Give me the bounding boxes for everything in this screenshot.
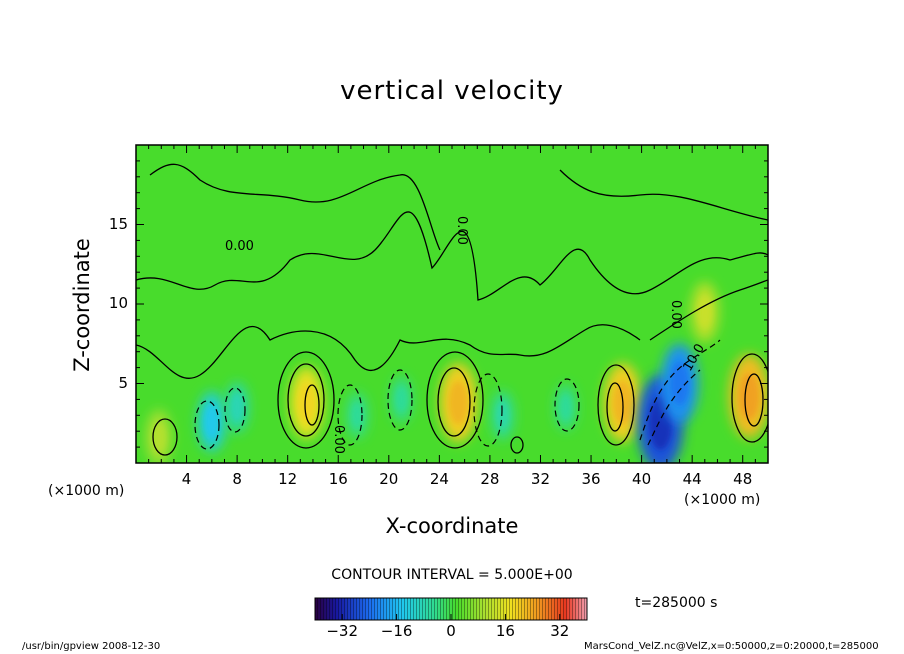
blob-core: [739, 373, 760, 420]
blob-core: [352, 403, 363, 428]
footer-right: MarsCond_VelZ.nc@VelZ,x=0:50000,z=0:2000…: [584, 641, 879, 652]
contour-label: 0.00: [331, 425, 346, 454]
x-tick-label: 4: [181, 470, 192, 488]
x-tick-label: 44: [682, 470, 702, 488]
blob-core: [298, 383, 316, 423]
x-tick-label: 8: [232, 470, 242, 488]
blob-core: [448, 380, 468, 425]
contour-lines: [136, 163, 768, 456]
contour-label: 0.00: [668, 300, 683, 329]
blob-core: [697, 295, 712, 328]
x-tick-label: 48: [733, 470, 753, 488]
negative-contours: [194, 339, 721, 450]
blob-core: [396, 387, 407, 412]
x-tick-label: 16: [328, 470, 348, 488]
blob-core: [204, 405, 219, 438]
contour-label: 0.00: [454, 216, 469, 245]
blob-core: [152, 422, 166, 453]
colorbar-tick-label: 16: [495, 622, 515, 640]
chart-title: vertical velocity: [340, 76, 564, 106]
x-tick-label: 20: [379, 470, 399, 488]
blob-core: [560, 395, 571, 420]
x-tick-label: 32: [530, 470, 551, 488]
x-tick-label: 12: [278, 470, 298, 488]
colorbar-tick-label: 32: [550, 622, 570, 640]
footer-left: /usr/bin/gpview 2008-12-30: [22, 641, 161, 652]
contour-label: 0.00: [225, 239, 254, 254]
y-axis-label: Z-coordinate: [70, 238, 94, 372]
contour-interval: CONTOUR INTERVAL = 5.000E+00: [331, 567, 573, 583]
time-label: t=285000 s: [635, 595, 718, 611]
x-tick-label: 24: [429, 470, 449, 488]
colorbar-tick-label: −32: [326, 622, 359, 640]
blob-core: [497, 402, 509, 428]
x-unit-label-right: (×1000 m): [684, 492, 761, 508]
x-unit-label-left: (×1000 m): [48, 483, 125, 499]
colorbar-tick-label: −16: [380, 622, 413, 640]
y-tick-label: 5: [118, 373, 128, 392]
blob-core: [231, 394, 243, 421]
colorbar-tick-label: 0: [446, 622, 456, 640]
y-tick-label: 15: [108, 214, 128, 233]
blob-core: [670, 361, 689, 406]
colorbar-stripes: [315, 598, 587, 620]
y-tick-label: 10: [108, 294, 128, 312]
x-tick-label: 28: [480, 470, 500, 488]
x-axis-label: X-coordinate: [385, 514, 519, 538]
axis-ticks: [136, 145, 768, 463]
x-tick-label: 36: [581, 470, 601, 488]
x-tick-label: 40: [632, 470, 652, 488]
colorbar-ticks: [341, 614, 561, 620]
